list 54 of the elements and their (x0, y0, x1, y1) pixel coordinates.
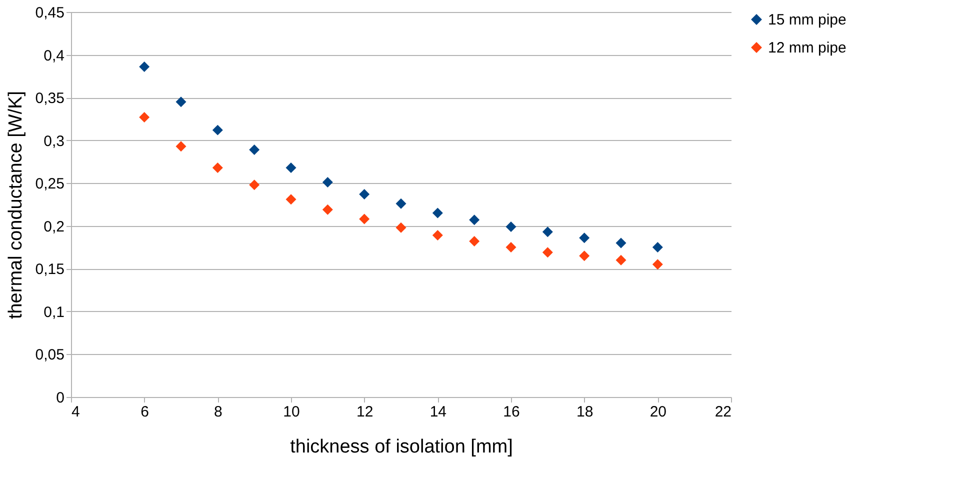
point (249, 144, 260, 155)
y-tick-label: 0,05 (35, 346, 64, 364)
x-axis-title: thickness of isolation [mm] (290, 436, 513, 458)
y-tick-label: 0,1 (44, 304, 64, 321)
y-tick-label: 0,4 (44, 47, 64, 64)
x-tick-label: 22 (714, 404, 732, 420)
point (212, 124, 223, 136)
point (432, 208, 443, 218)
point (359, 188, 370, 200)
x-tick-label: 18 (576, 404, 594, 420)
point (139, 112, 150, 122)
legend-label: 12 mm pipe (768, 40, 846, 56)
point (616, 254, 626, 266)
x-tick-label: 4 (72, 404, 80, 420)
point (506, 242, 516, 253)
point (212, 162, 223, 173)
y-tick-label: 0,2 (44, 218, 64, 236)
x-tick-label: 6 (140, 404, 150, 420)
point (469, 214, 480, 226)
point (542, 247, 553, 258)
point (616, 238, 626, 248)
x-tick-label: 14 (430, 404, 447, 420)
legend-label: 15 mm pipe (768, 12, 846, 28)
point (396, 198, 406, 209)
point (469, 236, 480, 247)
y-tick-label: 0 (56, 390, 64, 406)
point (322, 177, 333, 188)
y-tick-label: 0,45 (35, 4, 64, 22)
point (176, 141, 186, 152)
point (396, 222, 406, 233)
point (506, 222, 516, 232)
y-axis-title: thermal conductance [W/K] (5, 90, 26, 320)
point (249, 180, 260, 190)
point (139, 62, 150, 72)
point (432, 230, 443, 241)
point (652, 242, 663, 253)
x-tick-label: 20 (650, 404, 667, 420)
x-tick-label: 12 (356, 404, 374, 420)
point (286, 162, 296, 173)
y-tick-label: 0,15 (35, 261, 64, 278)
point (359, 214, 370, 224)
point (286, 194, 296, 205)
point (579, 232, 590, 244)
x-tick-label: 8 (214, 404, 222, 420)
x-tick-label: 16 (503, 404, 520, 420)
y-tick-label: 0,25 (35, 176, 64, 193)
point (579, 250, 590, 262)
x-tick-label: 10 (283, 404, 300, 420)
y-tick-label: 0,35 (35, 90, 64, 108)
point (322, 204, 333, 215)
point (176, 96, 186, 108)
y-tick-label: 0,3 (44, 132, 64, 150)
point (652, 259, 663, 270)
point (542, 226, 553, 238)
